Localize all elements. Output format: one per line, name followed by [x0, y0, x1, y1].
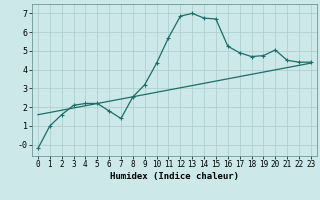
- X-axis label: Humidex (Indice chaleur): Humidex (Indice chaleur): [110, 172, 239, 181]
